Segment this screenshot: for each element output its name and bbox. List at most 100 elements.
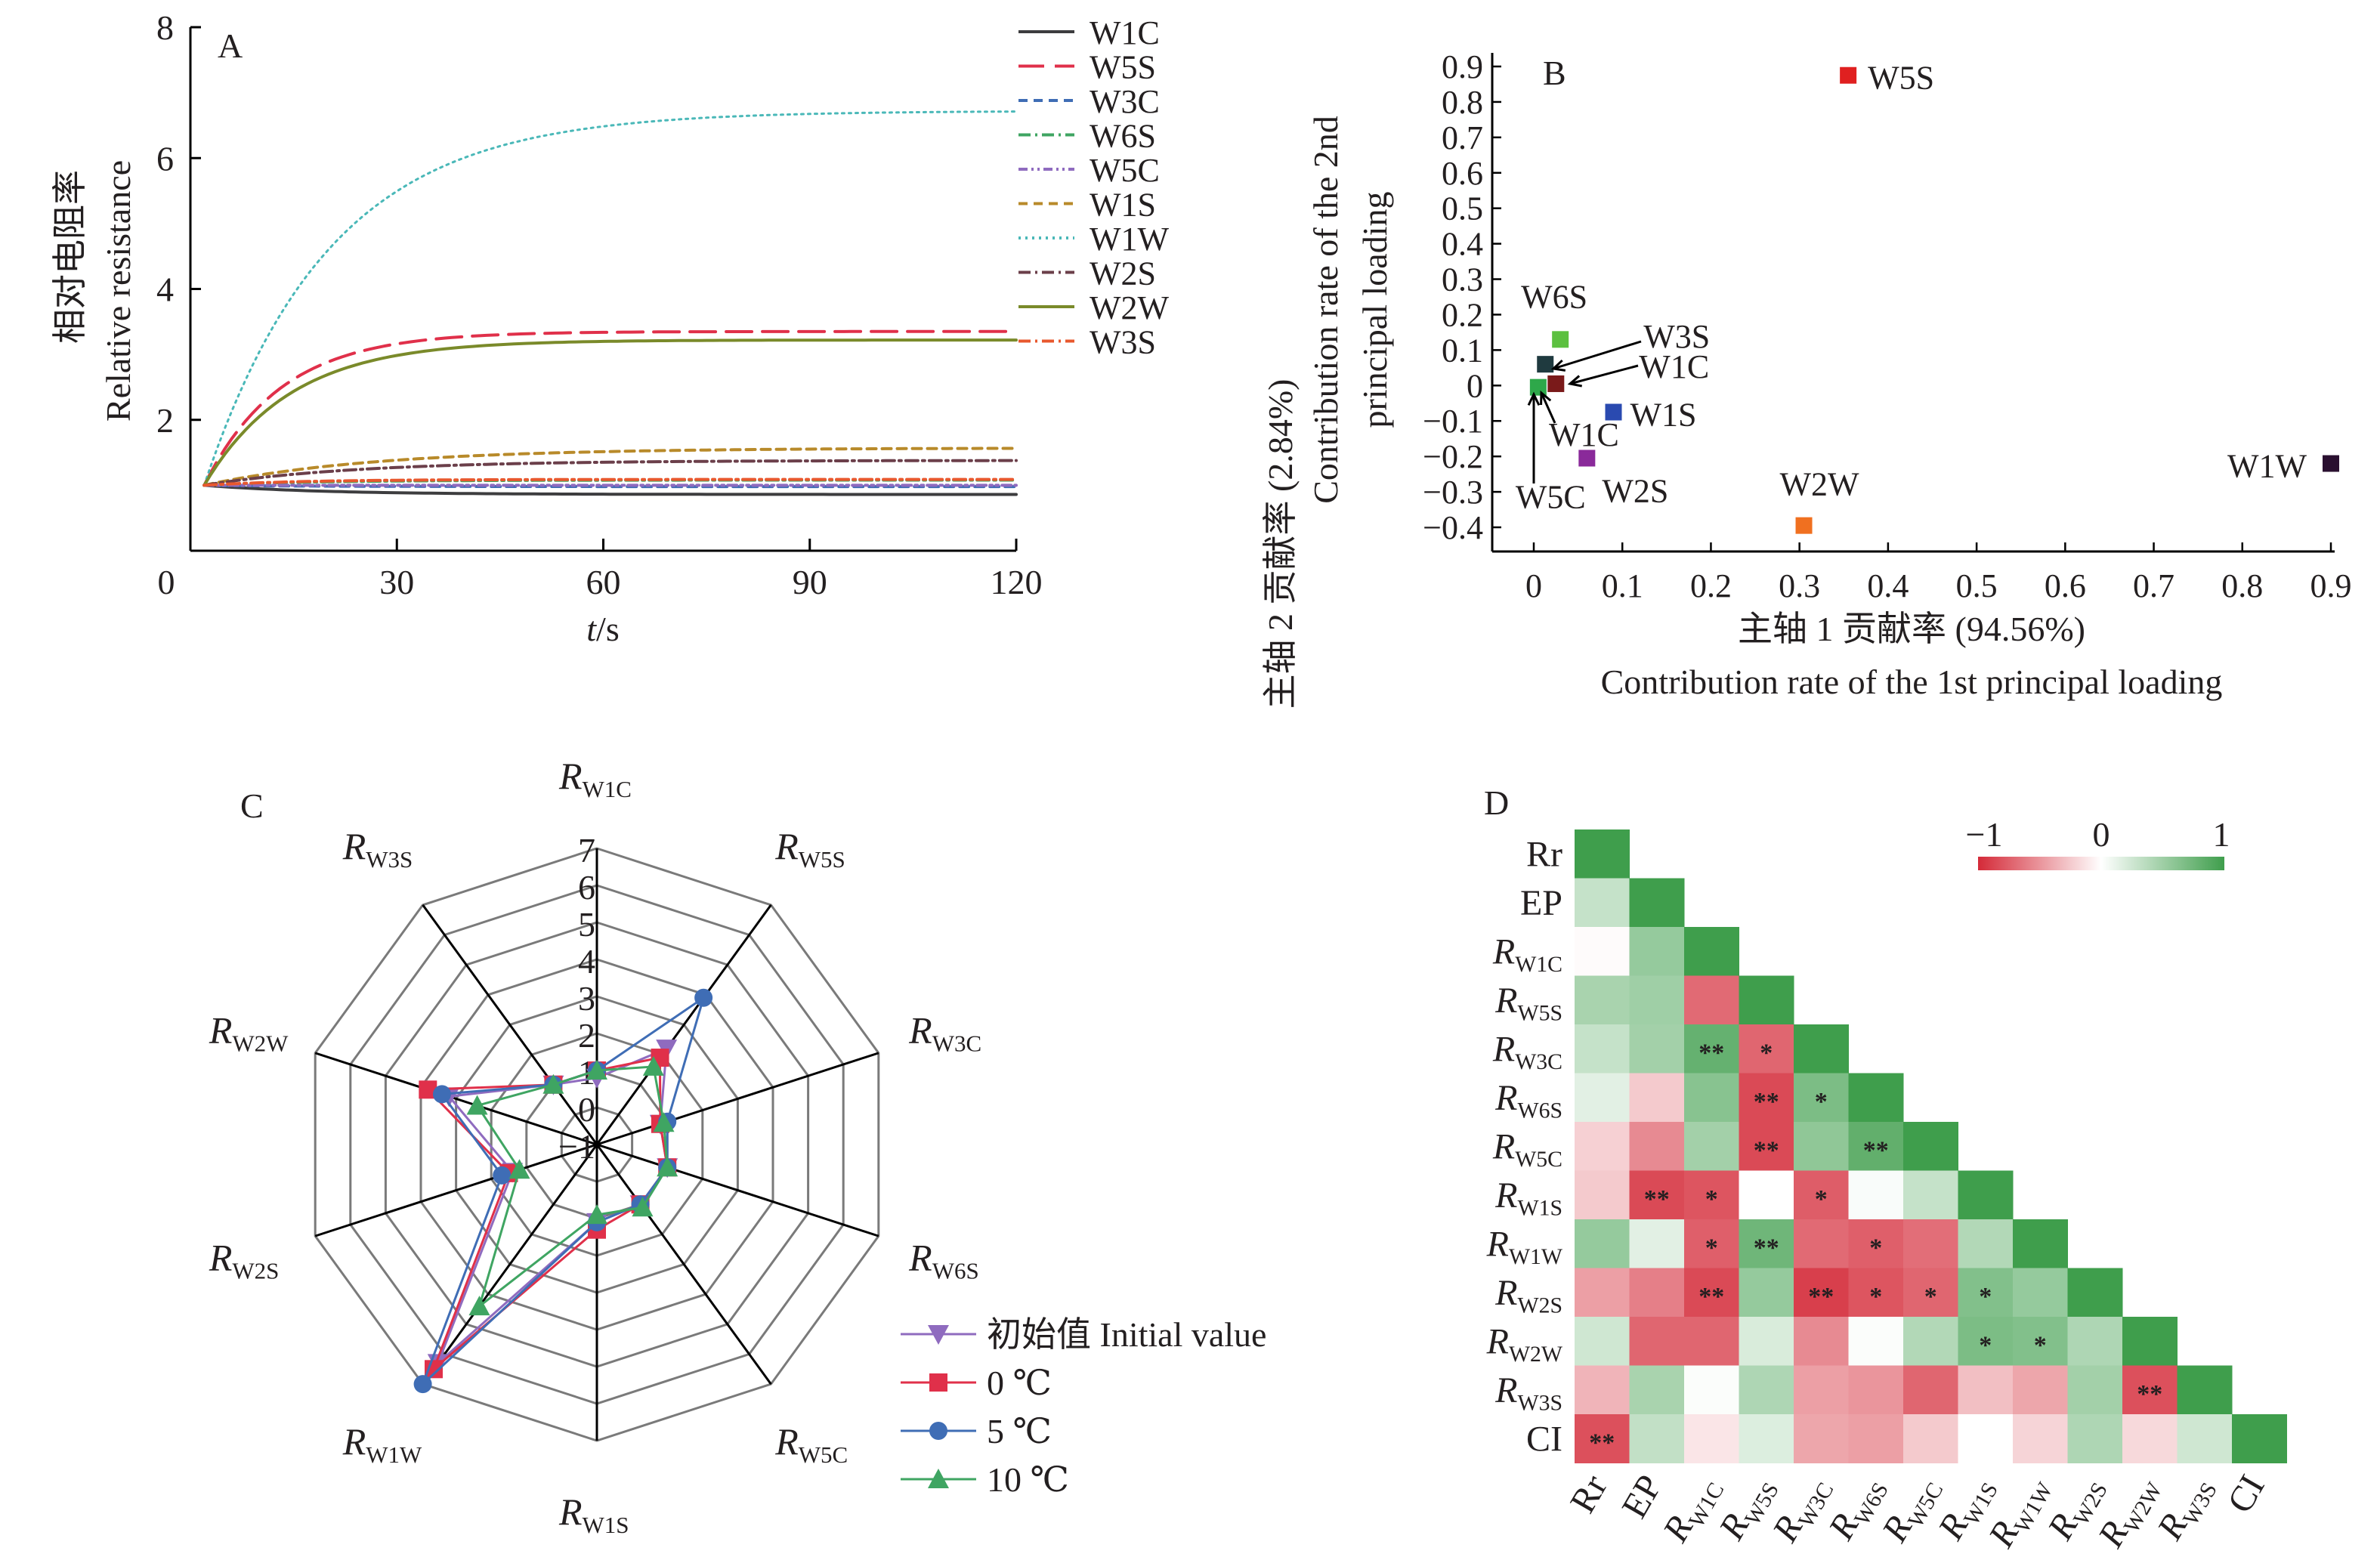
series-line-W1W: [202, 110, 1018, 487]
row-label-6: RW5C: [1492, 1126, 1562, 1172]
label-main: R: [908, 1009, 932, 1052]
radar-marker-2-W5S: [694, 988, 713, 1007]
row-label-8: RW1W: [1486, 1224, 1563, 1269]
heatmap-cell-r2-c1: [1629, 927, 1685, 976]
radar-axis-W3S: [422, 904, 598, 1145]
point-W6S: [1552, 331, 1569, 348]
significance-mark: *: [1760, 1039, 1773, 1067]
radar-axis-label-W3C: RW3C: [908, 1009, 981, 1057]
y-tick-label: 0.6: [1442, 155, 1483, 192]
heatmap-cell-r8-c2: [1684, 1219, 1739, 1268]
heatmap-cell-r3-c0: [1575, 975, 1630, 1025]
heatmap-cell-r9-c0: [1575, 1268, 1630, 1318]
column-label-0: Rr: [1562, 1468, 1615, 1519]
x-tick-label: 30: [379, 563, 414, 601]
y-tick-label: 0.8: [1442, 84, 1483, 121]
significance-mark: *: [1924, 1283, 1937, 1311]
label-main: R: [1494, 1175, 1517, 1216]
arrow-w1c-lower-head: [1540, 390, 1552, 406]
point-label-W2S: W2S: [1602, 473, 1668, 510]
x-tick-label: 0.6: [2045, 567, 2086, 604]
legend-label-W5C: W5C: [1090, 152, 1160, 189]
radar-tick-label: 3: [578, 979, 595, 1018]
series-line-W1C: [202, 483, 1018, 496]
point-label-W5S: W5S: [1868, 60, 1934, 97]
y-axis-label-cn: 相对电阻率: [51, 170, 89, 344]
colorbar-tick-label: 0: [2093, 815, 2110, 854]
heatmap-cell-r10-c10: [2122, 1317, 2178, 1366]
x-tick-label: 0.4: [1867, 567, 1909, 604]
series-line-W3C: [202, 483, 1018, 489]
series-line-W1S: [202, 446, 1018, 487]
column-label-11: RW3S: [2149, 1469, 2221, 1550]
radar-axis-label-W5C: RW5C: [774, 1420, 848, 1468]
arrow-w3s: [1553, 340, 1642, 370]
heatmap-cell-r8-c4: [1794, 1219, 1849, 1268]
significance-mark: *: [1815, 1088, 1828, 1116]
radar-axis-W6S: [596, 1143, 879, 1237]
label-subscript: W1C: [583, 776, 632, 802]
heatmap-cell-r8-c0: [1575, 1219, 1630, 1268]
label-subscript: W1S: [583, 1512, 629, 1538]
radar-axis-label-W1S: RW1S: [558, 1491, 629, 1538]
radar-axis-label-W1W: RW1W: [342, 1420, 422, 1468]
heatmap-cell-r8-c7: [1958, 1219, 2014, 1268]
significance-mark: *: [1815, 1185, 1828, 1213]
y-axis-label-en-1: Contribution rate of the 2nd: [1306, 116, 1345, 504]
label-subscript: W5S: [1518, 1000, 1563, 1025]
heatmap-cell-r10-c1: [1629, 1317, 1685, 1366]
significance-mark: **: [1754, 1088, 1779, 1116]
heatmap-cell-r11-c3: [1739, 1365, 1794, 1415]
heatmap-cell-r3-c1: [1629, 975, 1685, 1025]
heatmap-cell-r11-c11: [2177, 1365, 2233, 1415]
radar-tick-label: 5: [578, 905, 595, 944]
heatmap-cell-r11-c1: [1629, 1365, 1685, 1415]
y-tick-label: 0.7: [1442, 119, 1483, 156]
heatmap-cell-r6-c1: [1629, 1122, 1685, 1171]
heatmap-cell-r11-c7: [1958, 1365, 2014, 1415]
radar-axis-W5C: [595, 1144, 772, 1386]
y-tick-label: 2: [156, 401, 174, 440]
significance-mark: **: [1808, 1283, 1834, 1311]
row-label-3: RW5S: [1494, 981, 1562, 1026]
radar-marker-3-W3C: [653, 1112, 675, 1132]
label-main: R: [558, 755, 583, 797]
label-main: R: [1492, 1126, 1515, 1166]
heatmap-cell-r7-c5: [1848, 1170, 1904, 1220]
heatmap-cell-r12-c12: [2232, 1414, 2287, 1463]
colorbar: [1978, 857, 2224, 870]
x-tick-label: 0.9: [2310, 567, 2352, 604]
radar-tick-label: 0: [578, 1090, 595, 1129]
heatmap-cell-r1-c1: [1629, 878, 1685, 928]
radar-marker-3-W6S: [657, 1157, 678, 1177]
radar-marker-3-W1C: [586, 1060, 607, 1080]
point-W3S: [1537, 356, 1554, 373]
x-tick-label: 0: [158, 563, 175, 601]
column-label-3: RW5S: [1711, 1469, 1783, 1550]
arrow-w3s-head: [1550, 359, 1566, 372]
arrow-w1c-lower: [1540, 392, 1556, 424]
heatmap-cell-r6-c2: [1684, 1122, 1739, 1171]
label-main: R: [1486, 1224, 1509, 1264]
point-label-W1C: W1C: [1639, 348, 1709, 385]
heatmap-cell-r9-c9: [2067, 1268, 2123, 1318]
series-line-W3S: [202, 477, 1018, 487]
heatmap-cell-r11-c6: [1903, 1365, 1958, 1415]
x-axis-label-cn: 主轴 1 贡献率 (94.56%): [1738, 610, 2085, 648]
panel-d-heatmap: DRrEPRW1CRW5SRW3CRW6SRW5CRW1SRW1WRW2SRW2…: [1484, 783, 2287, 1555]
legend-label-0: 初始值 Initial value: [987, 1315, 1266, 1354]
y-tick-label: −0.2: [1423, 438, 1483, 475]
y-axis-label-en-2: principal loading: [1355, 192, 1394, 428]
heatmap-cell-r11-c0: [1575, 1365, 1630, 1415]
colorbar-tick-label: −1: [1966, 815, 2003, 854]
heatmap-cell-r6-c4: [1794, 1122, 1849, 1171]
arrow-w5c-head: [1527, 391, 1541, 406]
label-subscript: W1W: [366, 1441, 422, 1468]
y-tick-label: −0.4: [1423, 509, 1483, 546]
label-main: R: [1486, 1321, 1509, 1361]
row-label-5: RW6S: [1494, 1078, 1562, 1123]
heatmap-cell-r4-c0: [1575, 1024, 1630, 1074]
y-tick-label: 8: [156, 8, 174, 47]
heatmap-cell-r12-c2: [1684, 1414, 1739, 1463]
significance-mark: *: [1869, 1283, 1882, 1311]
